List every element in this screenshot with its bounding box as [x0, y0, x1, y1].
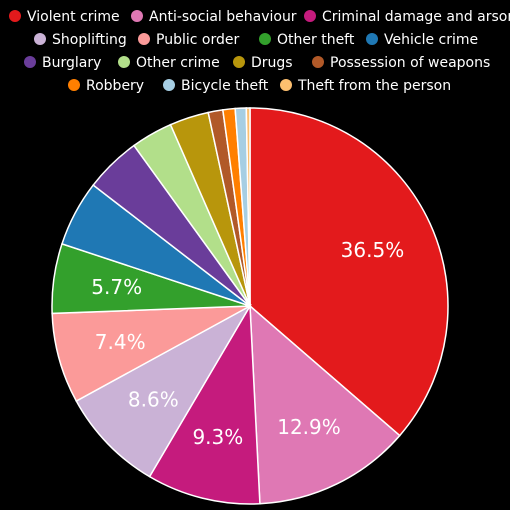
legend-swatch [312, 56, 324, 68]
legend: Violent crime Anti-social behaviour Crimin… [9, 9, 510, 94]
pie-slices [51, 107, 449, 505]
legend-entry: Other theft [277, 32, 355, 48]
legend-swatch [138, 33, 150, 45]
legend-entry: Criminal damage and arson [322, 9, 510, 25]
legend-entry: Burglary [42, 55, 101, 71]
slice-labels: 36.5% 12.9% 9.3% 8.6% 7.4% 5.7% [91, 238, 404, 449]
pie-slice [249, 304, 401, 505]
slice-value-label: 36.5% [341, 238, 405, 262]
legend-swatch [163, 79, 175, 91]
legend-swatch [131, 10, 143, 22]
legend-entry: Possession of weapons [330, 55, 490, 71]
legend-entry: Violent crime [27, 9, 120, 25]
legend-entry: Vehicle crime [384, 32, 478, 48]
slice-value-label: 12.9% [277, 415, 341, 439]
slice-value-label: 9.3% [192, 425, 243, 449]
slice-value-label: 7.4% [95, 330, 146, 354]
legend-entry: Shoplifting [52, 32, 127, 48]
legend-swatch [280, 79, 292, 91]
legend-swatch [233, 56, 245, 68]
legend-swatch [9, 10, 21, 22]
legend-swatch [68, 79, 80, 91]
legend-entry: Bicycle theft [181, 78, 269, 94]
pie-slice [75, 304, 253, 478]
legend-entry: Drugs [251, 55, 293, 71]
legend-swatch [34, 33, 46, 45]
pie-slice [249, 107, 449, 437]
slice-value-label: 5.7% [91, 275, 142, 299]
legend-swatch [304, 10, 316, 22]
legend-swatch [259, 33, 271, 45]
slice-value-label: 8.6% [128, 388, 179, 412]
legend-entry: Other crime [136, 55, 220, 71]
legend-entry: Theft from the person [297, 78, 451, 94]
legend-swatch [366, 33, 378, 45]
legend-swatch [24, 56, 36, 68]
pie-slice [245, 107, 251, 307]
legend-entry: Robbery [86, 78, 144, 94]
pie-slice [148, 303, 261, 505]
legend-swatch [118, 56, 130, 68]
legend-entry: Public order [156, 32, 239, 48]
legend-entry: Anti-social behaviour [149, 9, 297, 25]
